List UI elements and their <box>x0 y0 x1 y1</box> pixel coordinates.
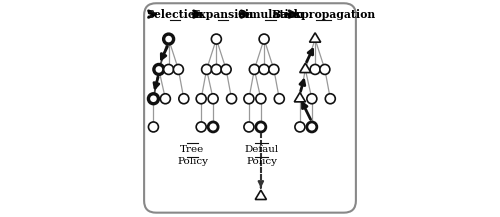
Circle shape <box>244 122 254 132</box>
Text: Tree
Policy: Tree Policy <box>177 145 208 166</box>
Circle shape <box>295 122 305 132</box>
Circle shape <box>179 94 189 104</box>
Circle shape <box>310 64 320 74</box>
Text: Expansion: Expansion <box>192 9 254 20</box>
Circle shape <box>269 64 279 74</box>
Circle shape <box>274 94 284 104</box>
Circle shape <box>244 94 254 104</box>
Circle shape <box>212 34 222 44</box>
Text: Defaul
Policy: Defaul Policy <box>245 145 279 166</box>
Polygon shape <box>310 33 320 42</box>
FancyBboxPatch shape <box>144 3 356 213</box>
Text: Simulation: Simulation <box>238 9 304 20</box>
Circle shape <box>250 64 260 74</box>
Circle shape <box>174 64 184 74</box>
Circle shape <box>160 94 170 104</box>
Polygon shape <box>300 63 311 72</box>
Circle shape <box>259 34 269 44</box>
Circle shape <box>148 122 158 132</box>
Circle shape <box>154 64 164 74</box>
Circle shape <box>320 64 330 74</box>
Circle shape <box>326 94 336 104</box>
Circle shape <box>307 122 317 132</box>
Circle shape <box>208 122 218 132</box>
Text: Backpropagation: Backpropagation <box>272 9 376 20</box>
Circle shape <box>196 122 206 132</box>
Circle shape <box>259 64 269 74</box>
Polygon shape <box>255 190 266 199</box>
Circle shape <box>148 94 158 104</box>
Circle shape <box>196 94 206 104</box>
Circle shape <box>212 64 222 74</box>
Circle shape <box>221 64 231 74</box>
Circle shape <box>208 94 218 104</box>
Circle shape <box>256 122 266 132</box>
Circle shape <box>164 34 173 44</box>
Text: Selection: Selection <box>146 9 204 20</box>
Circle shape <box>164 64 173 74</box>
Circle shape <box>307 94 317 104</box>
Polygon shape <box>294 92 306 102</box>
Circle shape <box>256 94 266 104</box>
Circle shape <box>202 64 211 74</box>
Circle shape <box>226 94 236 104</box>
